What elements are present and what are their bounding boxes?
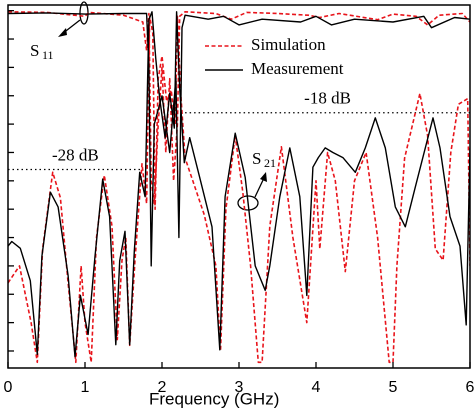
annotation-label: S xyxy=(252,149,261,168)
arrow-head xyxy=(260,172,267,182)
x-tick-label: 0 xyxy=(4,379,13,396)
x-tick-label: 3 xyxy=(235,379,244,396)
x-tick-label: 5 xyxy=(389,379,398,396)
x-tick-label: 4 xyxy=(312,379,321,396)
annotation-subscript: 11 xyxy=(42,48,54,62)
line-series xyxy=(8,11,470,358)
x-tick-label: 6 xyxy=(466,379,474,396)
line-series xyxy=(8,11,470,205)
line-series xyxy=(8,12,470,267)
annotation-label: S xyxy=(30,41,39,60)
x-tick-label: 2 xyxy=(158,379,167,396)
x-axis-title: Frequency (GHz) xyxy=(149,389,279,408)
arrow-head xyxy=(58,28,67,37)
legend-label: Measurement xyxy=(251,59,344,78)
line-series xyxy=(8,15,470,364)
annotation-subscript: 21 xyxy=(264,156,276,170)
legend-label: Simulation xyxy=(251,35,326,54)
x-tick-label: 1 xyxy=(81,379,90,396)
plot-frame xyxy=(7,4,471,369)
annotation-s11: S 11 xyxy=(30,1,89,62)
reference-label: -18 dB xyxy=(304,89,351,108)
plot-area xyxy=(8,11,470,364)
reference-label: -28 dB xyxy=(52,145,99,164)
annotation-arrow xyxy=(254,177,265,198)
